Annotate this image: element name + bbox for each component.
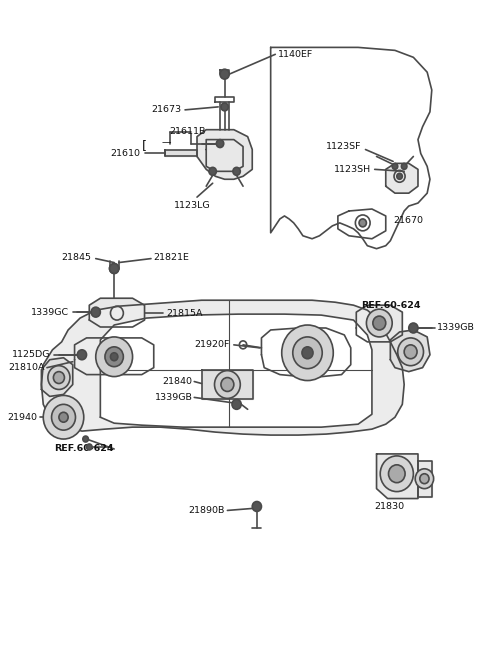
Text: 21845: 21845	[61, 253, 91, 262]
Circle shape	[359, 219, 366, 227]
Circle shape	[221, 377, 234, 392]
Text: 21920F: 21920F	[194, 341, 229, 349]
Circle shape	[77, 350, 86, 360]
Polygon shape	[356, 305, 402, 342]
Circle shape	[302, 347, 313, 359]
Circle shape	[398, 338, 423, 365]
Circle shape	[86, 444, 92, 450]
Text: 1123SH: 1123SH	[334, 165, 371, 174]
Polygon shape	[262, 328, 351, 377]
Circle shape	[209, 168, 216, 176]
Circle shape	[59, 412, 68, 422]
Text: REF.60-624: REF.60-624	[54, 445, 114, 453]
Circle shape	[415, 469, 433, 489]
Text: 21890B: 21890B	[188, 506, 225, 515]
Polygon shape	[41, 300, 404, 435]
Polygon shape	[202, 369, 253, 400]
Circle shape	[380, 456, 413, 492]
Circle shape	[392, 163, 398, 170]
Text: 21830: 21830	[375, 502, 405, 511]
Circle shape	[109, 263, 119, 273]
Circle shape	[252, 502, 262, 512]
Circle shape	[109, 263, 119, 273]
Circle shape	[96, 337, 132, 377]
Circle shape	[409, 323, 418, 333]
Circle shape	[401, 163, 407, 170]
Circle shape	[420, 474, 429, 483]
Text: 21840: 21840	[162, 377, 192, 386]
Text: 21940: 21940	[8, 413, 38, 422]
Circle shape	[215, 371, 240, 398]
Text: 21821E: 21821E	[154, 253, 190, 262]
Text: 1339GB: 1339GB	[437, 324, 475, 333]
Polygon shape	[197, 130, 252, 179]
Circle shape	[91, 307, 100, 317]
Circle shape	[43, 396, 84, 439]
Circle shape	[53, 371, 64, 384]
Circle shape	[110, 353, 118, 361]
Polygon shape	[165, 149, 197, 157]
Polygon shape	[100, 314, 372, 427]
Circle shape	[51, 404, 75, 430]
Text: 21673: 21673	[151, 105, 181, 115]
Circle shape	[404, 345, 417, 359]
Circle shape	[366, 309, 392, 337]
Circle shape	[83, 436, 88, 442]
Circle shape	[233, 168, 240, 176]
Polygon shape	[418, 461, 432, 496]
Circle shape	[388, 465, 405, 483]
Polygon shape	[74, 338, 154, 375]
Circle shape	[293, 337, 322, 369]
Polygon shape	[41, 358, 73, 396]
Text: 1339GB: 1339GB	[155, 393, 192, 402]
Text: 21670: 21670	[393, 216, 423, 225]
Text: 21810A: 21810A	[9, 363, 45, 372]
Circle shape	[373, 316, 386, 330]
Text: 1123SF: 1123SF	[326, 142, 362, 151]
Polygon shape	[89, 298, 144, 327]
Circle shape	[48, 365, 70, 390]
Text: 1125DG: 1125DG	[12, 350, 50, 359]
Circle shape	[221, 103, 228, 111]
Circle shape	[105, 347, 123, 367]
Circle shape	[397, 174, 402, 179]
Text: 21611B: 21611B	[169, 127, 206, 136]
Polygon shape	[386, 163, 418, 193]
Text: 21815A: 21815A	[167, 309, 203, 318]
Text: 1123LG: 1123LG	[174, 201, 211, 210]
Polygon shape	[376, 454, 418, 498]
Circle shape	[216, 140, 224, 147]
Circle shape	[282, 325, 333, 381]
Text: —: —	[162, 138, 171, 147]
Circle shape	[232, 400, 241, 409]
Circle shape	[220, 69, 229, 79]
Text: 21610: 21610	[110, 149, 140, 158]
Text: 1140EF: 1140EF	[278, 50, 313, 59]
Polygon shape	[390, 330, 430, 371]
Text: [: [	[142, 139, 147, 152]
Text: REF.60-624: REF.60-624	[361, 301, 420, 310]
Text: 1339GC: 1339GC	[31, 308, 69, 316]
